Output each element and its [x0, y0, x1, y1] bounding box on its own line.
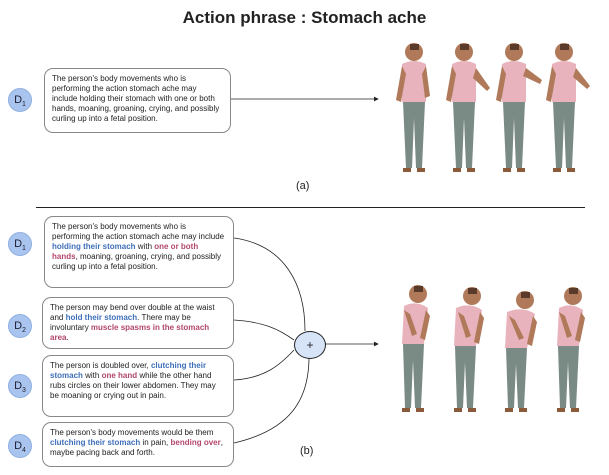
d1-highlight-pink: one or both hands [52, 242, 199, 261]
d4-highlight-blue: clutching their stomach [50, 438, 141, 447]
human-figure-group-b [402, 285, 585, 412]
d1-label-a: D1 [8, 88, 32, 112]
figure-b1 [402, 285, 430, 412]
d3-label-b: D3 [8, 374, 32, 398]
figure-a2 [446, 43, 490, 172]
figure-a1 [396, 43, 430, 172]
d3-text-1: The person is doubled over, [50, 361, 151, 370]
d4-text-3: , maybe pacing back and forth. [50, 438, 223, 457]
d4-highlight-pink: bending over [170, 438, 221, 447]
diagram-title: Action phrase : Stomach ache [182, 8, 427, 27]
description-text-a: The person's body movements who is perfo… [52, 74, 220, 123]
wire-d3 [233, 349, 295, 381]
d1-label-b: D1 [8, 232, 32, 256]
d2-label-b: D2 [8, 314, 32, 338]
human-figure-group-a [396, 43, 590, 172]
figure-b2 [454, 287, 484, 412]
d2-text-2: . There may be involuntary [50, 313, 191, 332]
d1-highlight-blue: holding their stomach [52, 242, 136, 251]
caption-a: (a) [296, 180, 310, 192]
d4-label-b: D4 [8, 434, 32, 458]
wire-d4 [233, 356, 310, 444]
figure-b4 [557, 287, 585, 412]
figure-a4 [546, 43, 590, 172]
d3-highlight-blue: clutching their stomach [50, 361, 207, 380]
figure-b3 [505, 291, 537, 412]
wire-d2 [233, 319, 295, 341]
description-box-a: The person's body movements who is perfo… [44, 68, 231, 133]
figure-sequence-b [385, 282, 600, 423]
d1-text-3: , moaning, groaning, crying, and possibl… [52, 252, 221, 271]
description-box-d3: The person is doubled over, clutching th… [42, 355, 234, 417]
d4-text-2: in pain, [140, 438, 171, 447]
wire-d1 [233, 237, 306, 332]
figure-sequence-a [385, 40, 595, 185]
plus-combiner-node: + [294, 331, 326, 359]
d2-highlight-blue: hold their stomach [65, 313, 138, 322]
d1-text-2: with [135, 242, 155, 251]
description-box-d1: The person's body movements who is perfo… [44, 216, 234, 288]
d2-highlight-pink: muscle spasms in the stomach area [50, 323, 210, 342]
d2-text-1: The person may bend over double at the w… [50, 303, 215, 322]
figure-a3 [496, 43, 542, 172]
description-box-d4: The person's body movements would be the… [42, 422, 234, 467]
caption-b: (b) [300, 445, 314, 457]
d2-text-3: . [66, 333, 69, 342]
section-divider [36, 207, 585, 208]
d3-text-3: while the other hand rubs circles on the… [50, 371, 216, 400]
d1-text-1: The person's body movements who is perfo… [52, 222, 225, 241]
d4-text-1: The person's body movements would be the… [50, 428, 214, 437]
description-box-d2: The person may bend over double at the w… [42, 297, 234, 349]
d3-text-2: with [82, 371, 102, 380]
d3-highlight-pink: one hand [101, 371, 138, 380]
